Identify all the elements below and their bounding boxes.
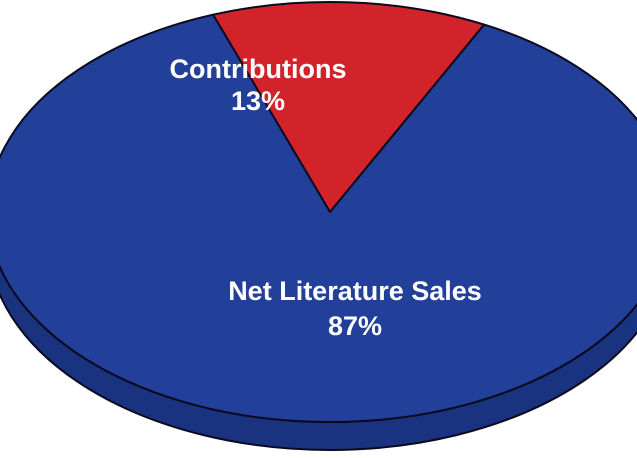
slice-percent-contributions: 13%	[231, 86, 285, 116]
pie-slice-contributions	[212, 1, 486, 213]
slice-label-contributions: Contributions	[170, 54, 347, 84]
slice-percent-net-literature-sales: 87%	[328, 311, 382, 341]
pie-slice-net-literature-sales	[0, 13, 637, 423]
slice-label-net-literature-sales: Net Literature Sales	[228, 276, 482, 306]
